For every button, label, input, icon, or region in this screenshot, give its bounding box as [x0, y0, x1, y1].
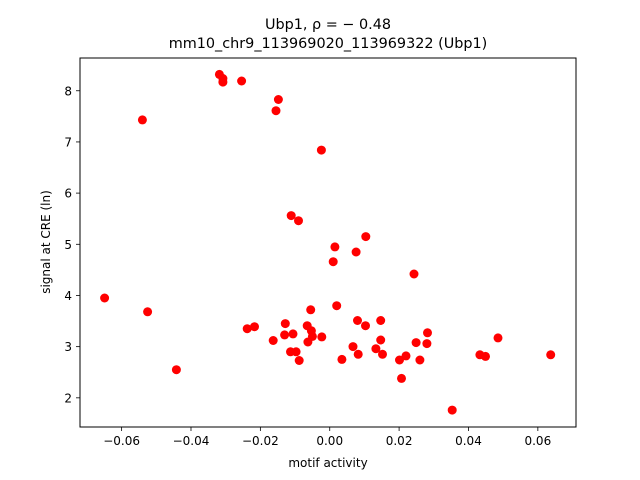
data-point	[218, 77, 228, 87]
y-axis-title: signal at CRE (ln)	[39, 190, 53, 294]
y-tick-label: 3	[64, 340, 72, 354]
data-point	[271, 106, 281, 116]
data-point	[546, 350, 556, 360]
x-tick-label: −0.06	[103, 434, 140, 448]
data-point	[303, 337, 313, 347]
data-point	[306, 305, 316, 315]
data-point	[317, 332, 327, 342]
data-points	[100, 69, 556, 415]
data-point	[171, 365, 181, 375]
chart-title-line1: Ubp1, ρ = − 0.48	[265, 17, 391, 33]
data-point	[294, 356, 304, 365]
data-point	[423, 328, 432, 338]
x-tick-label: 0.04	[455, 434, 482, 448]
data-point	[351, 247, 361, 257]
x-axis-ticks: −0.06 −0.04 −0.02 0.00 0.02 0.04 0.06	[103, 427, 551, 448]
data-point	[376, 335, 386, 345]
data-point	[337, 354, 347, 364]
data-point	[378, 349, 387, 359]
data-point	[361, 232, 371, 242]
y-tick-label: 2	[64, 391, 72, 405]
data-point	[291, 347, 301, 357]
data-point	[411, 338, 421, 348]
chart-title-line2: mm10_chr9_113969020_113969322 (Ubp1)	[169, 36, 488, 52]
data-point	[242, 324, 252, 334]
plot-area-frame	[79, 57, 577, 428]
data-point	[397, 373, 406, 383]
data-point	[316, 145, 326, 155]
y-tick-label: 8	[64, 84, 72, 98]
data-point	[422, 339, 432, 349]
data-point	[330, 242, 340, 252]
y-tick-label: 5	[64, 238, 72, 252]
data-point	[280, 330, 290, 340]
data-point	[376, 316, 386, 325]
data-point	[348, 342, 358, 352]
data-point	[273, 95, 283, 104]
x-tick-label: −0.04	[173, 434, 210, 448]
data-point	[294, 216, 303, 226]
y-tick-label: 4	[64, 289, 72, 303]
data-point	[409, 269, 419, 279]
data-point	[447, 405, 457, 415]
data-point	[353, 316, 362, 325]
data-point	[481, 351, 490, 361]
data-point	[332, 301, 342, 311]
x-tick-label: 0.00	[316, 434, 343, 448]
data-point	[361, 321, 370, 331]
y-tick-label: 7	[64, 135, 72, 149]
data-point	[137, 115, 147, 125]
data-point	[280, 319, 290, 329]
data-point	[143, 307, 153, 317]
data-point	[371, 344, 381, 354]
x-tick-label: 0.02	[386, 434, 413, 448]
y-tick-label: 6	[64, 187, 72, 201]
x-tick-label: −0.02	[242, 434, 279, 448]
data-point	[401, 351, 411, 361]
x-axis-title: motif activity	[288, 456, 367, 470]
data-point	[250, 322, 259, 332]
data-point	[353, 349, 363, 359]
data-point	[415, 355, 425, 365]
data-point	[286, 211, 296, 221]
data-point	[268, 336, 278, 345]
data-point	[395, 355, 404, 365]
x-tick-label: 0.06	[524, 434, 551, 448]
data-point	[328, 257, 338, 267]
data-point	[493, 333, 503, 343]
data-point	[288, 329, 298, 339]
y-axis-ticks: 2 3 4 5 6 7 8	[64, 84, 80, 405]
data-point	[100, 293, 110, 303]
data-point	[237, 76, 247, 86]
